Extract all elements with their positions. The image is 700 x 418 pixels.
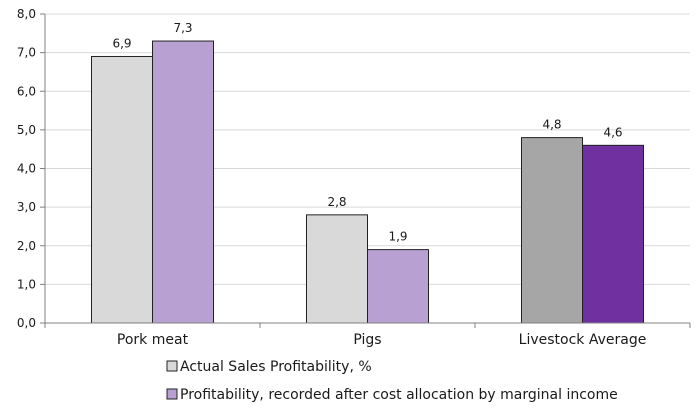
y-tick-label: 6,0	[17, 84, 36, 98]
y-tick-label: 2,0	[17, 239, 36, 253]
y-axis-ticks: 0,0 1,0 2,0 3,0 4,0 5,0 6,0 7,0 8,0	[17, 7, 691, 330]
category-labels: Pork meat Pigs Livestock Average	[117, 332, 646, 348]
y-tick-label: 7,0	[17, 46, 36, 60]
data-label: 1,9	[388, 230, 407, 244]
legend: Actual Sales Profitability, % Profitabili…	[166, 359, 618, 403]
bar	[367, 249, 429, 324]
bar	[521, 137, 583, 324]
bar	[306, 214, 368, 324]
data-label: 4,6	[603, 125, 622, 139]
bar	[582, 144, 644, 324]
bar-series	[91, 40, 644, 324]
category-label: Livestock Average	[519, 332, 647, 348]
y-tick-label: 1,0	[17, 277, 36, 291]
y-tick-label: 0,0	[17, 316, 36, 330]
data-label: 2,8	[327, 195, 346, 209]
category-label: Pork meat	[117, 332, 189, 348]
bar	[152, 40, 214, 324]
legend-label: Actual Sales Profitability, %	[180, 359, 372, 375]
axes	[44, 14, 690, 324]
legend-label: Profitability, recorded after cost alloc…	[180, 387, 618, 403]
data-label: 6,9	[112, 36, 131, 50]
y-tick-label: 4,0	[17, 162, 36, 176]
legend-swatch	[166, 360, 178, 372]
category-label: Pigs	[353, 332, 381, 348]
data-labels: 6,9 7,3 2,8 1,9 4,8 4,6	[112, 21, 622, 244]
y-tick-label: 8,0	[17, 7, 36, 21]
y-tick-label: 5,0	[17, 123, 36, 137]
bar	[91, 55, 153, 324]
y-tick-label: 3,0	[17, 200, 36, 214]
data-label: 4,8	[542, 118, 561, 132]
legend-swatch	[166, 388, 178, 400]
data-label: 7,3	[173, 21, 192, 35]
